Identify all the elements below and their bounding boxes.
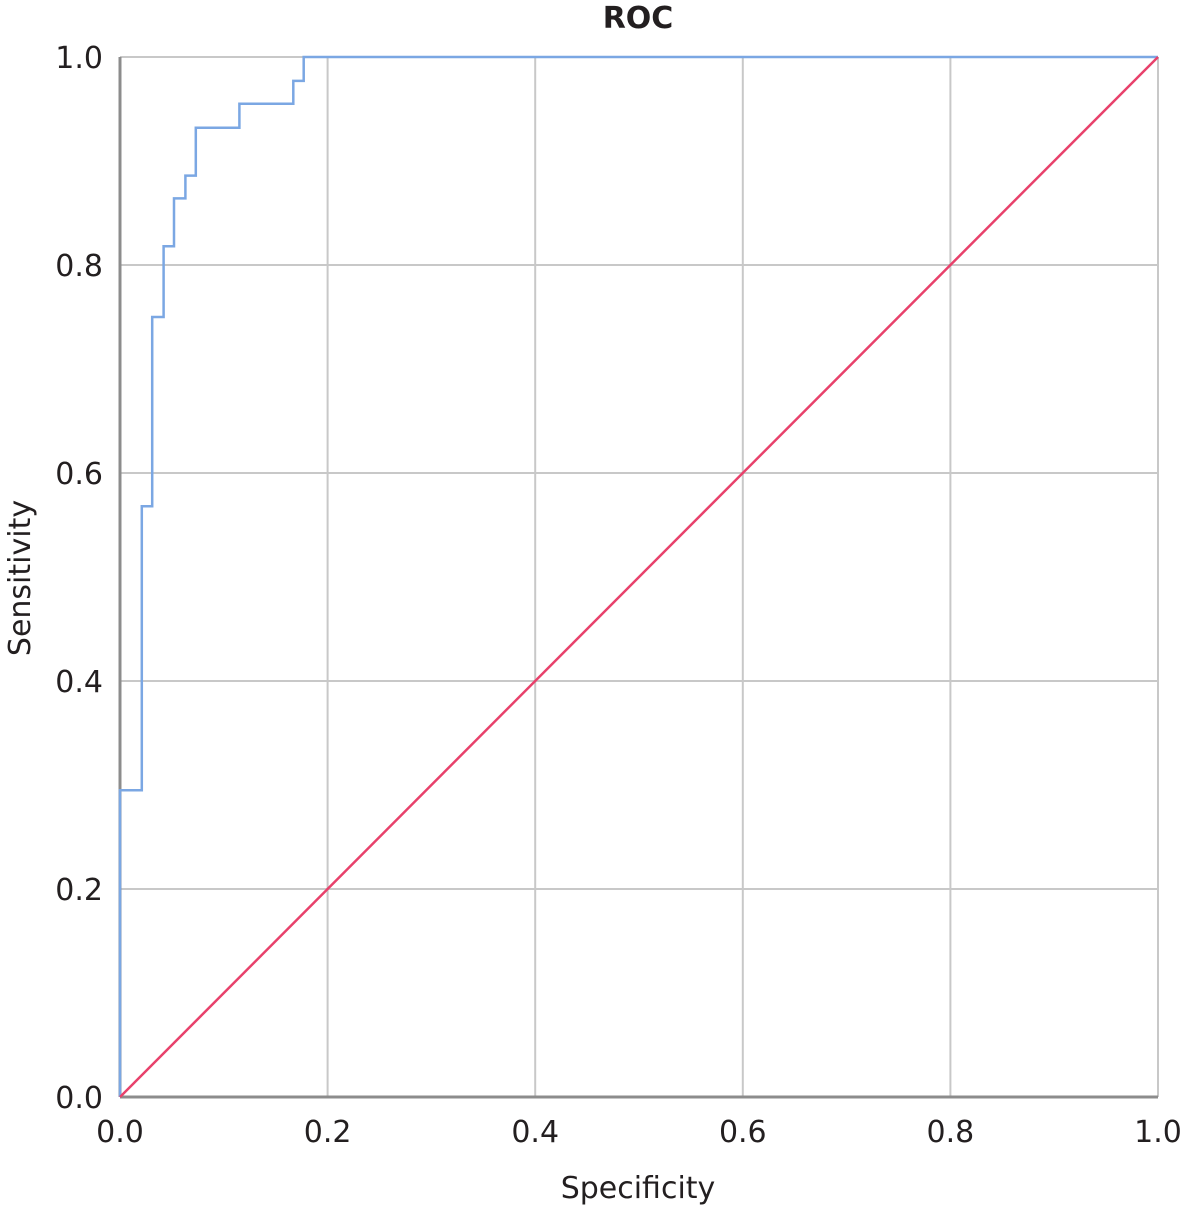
- x-tick-label: 0.6: [719, 1115, 767, 1150]
- y-tick-label: 0.2: [55, 873, 103, 908]
- series-group: [118, 55, 1159, 1098]
- y-tick-label: 0.0: [55, 1081, 103, 1116]
- x-tick-label: 0.4: [511, 1115, 559, 1150]
- chart-title: ROC: [603, 1, 674, 36]
- y-tick-label: 0.4: [55, 665, 103, 700]
- y-tick-label: 0.8: [55, 249, 103, 284]
- grid: [119, 56, 1159, 1098]
- x-tick-label: 0.2: [304, 1115, 352, 1150]
- x-tick-labels: 0.0 0.2 0.4 0.6 0.8 1.0: [96, 1115, 1182, 1150]
- x-tick-label: 0.0: [96, 1115, 144, 1150]
- roc-curve-line: [118, 55, 1158, 1097]
- x-tick-label: 0.8: [927, 1115, 975, 1150]
- y-tick-label: 0.6: [55, 457, 103, 492]
- y-axis-label: Sensitivity: [3, 500, 38, 656]
- x-axis-label: Specificity: [561, 1171, 716, 1206]
- y-tick-labels: 0.0 0.2 0.4 0.6 0.8 1.0: [55, 41, 103, 1116]
- reference-diagonal-line: [119, 56, 1159, 1098]
- x-tick-label: 1.0: [1134, 1115, 1182, 1150]
- y-tick-label: 1.0: [55, 41, 103, 76]
